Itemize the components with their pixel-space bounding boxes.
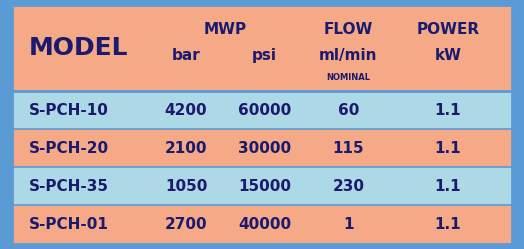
Text: 30000: 30000 xyxy=(238,141,291,156)
Text: MODEL: MODEL xyxy=(29,36,128,61)
Text: 1050: 1050 xyxy=(165,179,207,194)
Bar xyxy=(12,129,512,167)
Text: kW: kW xyxy=(434,48,462,63)
Bar xyxy=(12,205,512,244)
Text: POWER: POWER xyxy=(417,22,479,37)
Text: 1.1: 1.1 xyxy=(435,179,461,194)
Text: 115: 115 xyxy=(333,141,364,156)
Text: 1.1: 1.1 xyxy=(435,103,461,118)
Text: 2700: 2700 xyxy=(165,217,208,232)
Text: 2100: 2100 xyxy=(165,141,208,156)
Text: FLOW: FLOW xyxy=(324,22,373,37)
Text: 60000: 60000 xyxy=(238,103,291,118)
Text: 40000: 40000 xyxy=(238,217,291,232)
Text: bar: bar xyxy=(172,48,200,63)
Text: 1: 1 xyxy=(343,217,354,232)
Text: 4200: 4200 xyxy=(165,103,208,118)
Text: 1.1: 1.1 xyxy=(435,217,461,232)
Text: S-PCH-10: S-PCH-10 xyxy=(29,103,108,118)
Text: MWP: MWP xyxy=(204,22,247,37)
Text: NOMINAL: NOMINAL xyxy=(326,72,370,82)
Bar xyxy=(12,91,512,129)
Text: 15000: 15000 xyxy=(238,179,291,194)
Text: ml/min: ml/min xyxy=(319,48,378,63)
Text: S-PCH-35: S-PCH-35 xyxy=(29,179,109,194)
Text: 230: 230 xyxy=(332,179,365,194)
Text: 1.1: 1.1 xyxy=(435,141,461,156)
Text: S-PCH-20: S-PCH-20 xyxy=(29,141,109,156)
Bar xyxy=(12,5,512,91)
Text: 60: 60 xyxy=(338,103,359,118)
Bar xyxy=(12,167,512,205)
Text: psi: psi xyxy=(252,48,277,63)
Text: S-PCH-01: S-PCH-01 xyxy=(29,217,108,232)
